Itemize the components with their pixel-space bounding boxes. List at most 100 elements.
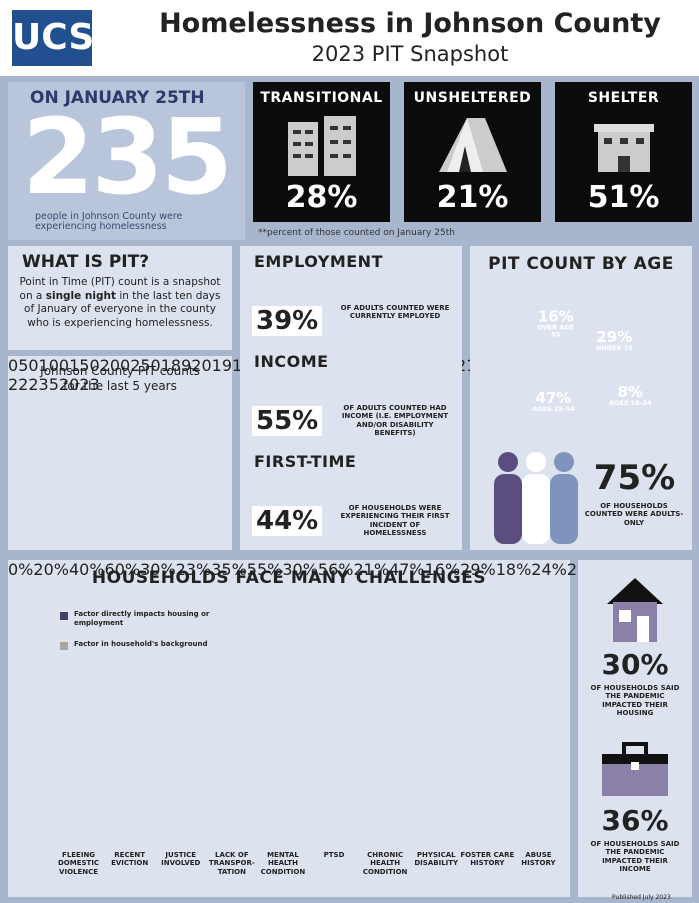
- transitional-box: TRANSITIONAL 28%: [253, 82, 390, 222]
- value-label: 23%: [175, 560, 212, 579]
- stat-percent: 55%: [252, 406, 323, 436]
- adults-only-text: OF HOUSEHOLDS COUNTED WERE ADULTS-ONLY: [584, 502, 684, 527]
- text: in the last ten days of January of every…: [24, 289, 221, 329]
- x-tick-label: FLEEING DOMESTIC VIOLENCE: [58, 851, 100, 876]
- legend-label: Factor in household's background: [74, 640, 208, 648]
- stat-text: OF ADULTS COUNTED WERE CURRENTLY EMPLOYE…: [340, 304, 450, 321]
- adults-only-percent: 75%: [593, 458, 676, 498]
- text: Point in Time (PIT) count is a snapshot …: [19, 276, 221, 302]
- pit-title: WHAT IS PIT?: [22, 252, 150, 272]
- y-tick-label: 60%: [104, 560, 141, 579]
- y-tick-label: 20%: [33, 560, 69, 579]
- stat-percent: 39%: [252, 306, 323, 336]
- value-label: 18%: [495, 560, 532, 579]
- slice-label: UNDER 18: [595, 344, 633, 353]
- value-label: 21%: [353, 560, 390, 579]
- slice-label-group: 47% AGES 25-54: [530, 391, 576, 413]
- label: SHELTER: [587, 90, 660, 106]
- percent: 28%: [285, 180, 358, 215]
- logo: UCS: [12, 10, 94, 66]
- value-label: 16%: [424, 560, 461, 579]
- y-tick-label: 0: [8, 356, 19, 375]
- x-tick-label: FOSTER CARE HISTORY: [460, 851, 515, 868]
- chart-title: PIT COUNT BY AGE: [488, 254, 674, 274]
- legend-swatch: [60, 612, 68, 620]
- value-label: 235: [28, 375, 59, 394]
- chart-title: Johnson County PIT counts for the last 5…: [40, 364, 200, 393]
- legend-swatch: [60, 642, 68, 650]
- challenges-chart: 0%20%40%60%30%23%35%55%30%56%21%47%16%29…: [8, 560, 638, 897]
- x-tick-label: CHRONIC HEALTH CONDITION: [362, 851, 408, 876]
- shelter-box: SHELTER 51%: [555, 82, 692, 222]
- y-tick-label: 0%: [8, 560, 34, 579]
- count-panel: [8, 82, 245, 240]
- percent: 51%: [587, 180, 660, 215]
- value-label: 29%: [460, 560, 496, 579]
- y-tick-label: 200: [99, 356, 131, 375]
- stat-percent: 44%: [252, 506, 323, 536]
- pit-text: Point in Time (PIT) count is a snapshot …: [16, 276, 224, 331]
- y-tick-label: 100: [38, 356, 70, 375]
- value-label: 24%: [531, 560, 567, 579]
- stat-title: EMPLOYMENT: [254, 252, 383, 271]
- value-label: 56%: [317, 560, 354, 579]
- pandemic-text: OF HOUSEHOLDS SAID THE PANDEMIC IMPACTED…: [590, 684, 680, 718]
- y-tick-label: 50: [18, 356, 39, 375]
- footnote: **percent of those counted on January 25…: [258, 228, 455, 238]
- x-tick-label: PHYSICAL DISABILITY: [414, 851, 459, 868]
- x-tick-label: LACK OF TRANSPOR-TATION: [208, 851, 255, 876]
- slice-label-group: 8% AGES 18-24: [607, 382, 653, 407]
- x-tick-label: ABUSE HISTORY: [521, 851, 556, 868]
- value-label: 47%: [389, 560, 425, 579]
- building-icon: [288, 116, 356, 176]
- total: 235: [22, 96, 233, 218]
- x-tick-label: JUSTICE INVOLVED: [161, 851, 201, 868]
- slice-value-label: 29%: [596, 328, 633, 347]
- slice-label-group: 16% OVER AGE 55: [533, 309, 579, 338]
- published: Published July 2023: [612, 894, 671, 901]
- plot: 0%20%40%60%30%23%35%55%30%56%21%47%16%29…: [8, 560, 638, 579]
- text-bold: single night: [45, 289, 117, 302]
- y-tick-label: 40%: [68, 560, 105, 579]
- adult-stats: EMPLOYMENT 39% OF ADULTS COUNTED WERE CURR…: [240, 246, 462, 550]
- value-label: 189: [160, 356, 192, 375]
- label: TRANSITIONAL: [260, 90, 383, 106]
- slice-label-group: 29% UNDER 18: [591, 330, 637, 352]
- caption: people in Johnson County were experienci…: [35, 211, 183, 233]
- shelter-icon: [594, 124, 654, 172]
- pandemic-text: OF HOUSEHOLDS SAID THE PANDEMIC IMPACTED…: [590, 840, 680, 874]
- unsheltered-box: UNSHELTERED 21%: [404, 82, 541, 222]
- x-tick-label: PTSD: [323, 851, 345, 859]
- house-icon: [607, 578, 663, 642]
- age-chart: 75% OF HOUSEHOLDS COUNTED WERE ADULTS-ON…: [470, 246, 692, 550]
- title: Homelessness in Johnson County: [159, 8, 661, 39]
- slice-label: AGES 18-24: [609, 398, 652, 407]
- date: ON JANUARY 25TH: [30, 88, 205, 108]
- chart-title: HOUSEHOLDS FACE MANY CHALLENGES: [91, 568, 487, 588]
- pandemic-percent: 36%: [601, 804, 669, 837]
- slice-label: AGES 25-54: [532, 405, 575, 414]
- people-icon: [494, 452, 578, 544]
- slice-value-label: 16%: [537, 307, 574, 326]
- stat-text: OF HOUSEHOLDS WERE EXPERIENCING THEIR FI…: [340, 504, 450, 538]
- x-tick-label: 2023: [58, 375, 100, 394]
- percent: 21%: [436, 180, 509, 215]
- value-label: 35%: [211, 560, 247, 579]
- subtitle: 2023 PIT Snapshot: [311, 42, 509, 66]
- stat-title: INCOME: [254, 352, 329, 371]
- y-tick-label: 150: [69, 356, 100, 375]
- x-tick-label: RECENT EVICTION: [111, 851, 149, 868]
- pandemic-panel: 30% OF HOUSEHOLDS SAID THE PANDEMIC IMPA…: [578, 560, 692, 897]
- pandemic-percent: 30%: [601, 648, 669, 681]
- y-tick-label: 250: [130, 356, 161, 375]
- slice-label: OVER AGE 55: [537, 323, 575, 339]
- value-label: 55%: [246, 560, 283, 579]
- briefcase-icon: [602, 742, 668, 796]
- slice-value-label: 47%: [535, 389, 572, 408]
- legend-label: Factor directly impacts housing or emplo…: [74, 610, 210, 628]
- label: UNSHELTERED: [413, 90, 532, 106]
- stat-text: OF ADULTS COUNTED HAD INCOME (I.E. EMPLO…: [341, 404, 449, 438]
- x-tick-label: 2019: [191, 356, 232, 375]
- slice-value-label: 8%: [617, 382, 644, 401]
